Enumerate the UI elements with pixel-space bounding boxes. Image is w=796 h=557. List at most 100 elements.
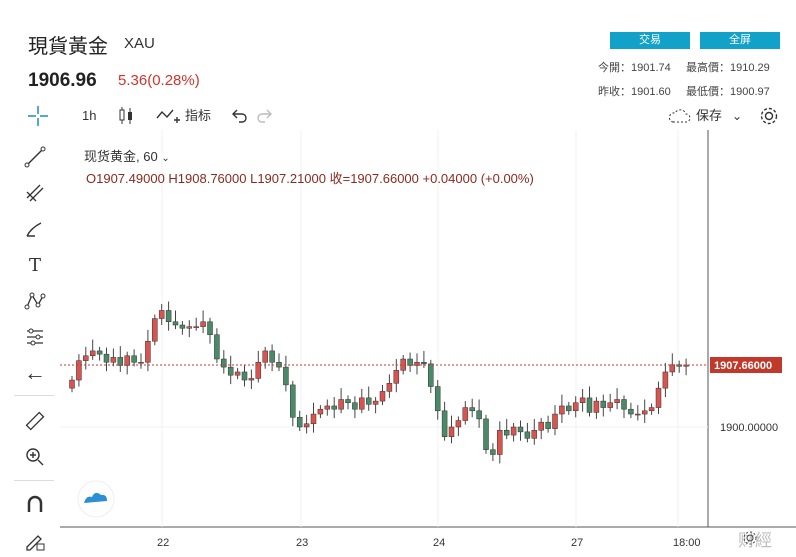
price-change: 5.36(0.28%)	[118, 72, 200, 89]
candle-body	[669, 364, 676, 373]
candle-body	[483, 418, 489, 450]
candle-body	[635, 413, 641, 416]
candle-body	[103, 353, 110, 363]
candle-body	[186, 326, 193, 329]
candle-body	[200, 321, 206, 327]
candle-body	[503, 429, 510, 436]
candle-body	[69, 379, 75, 389]
watermark: 财經	[738, 531, 772, 550]
x-tick-label: 18:00	[673, 537, 701, 549]
candle-body	[365, 397, 372, 405]
price-chart[interactable]: 1907.66000 1900.00000 22 23 24 27 18:00	[60, 130, 796, 557]
interval-selector[interactable]: 1h	[82, 108, 97, 123]
candle-body	[145, 340, 151, 363]
candle-body	[152, 318, 158, 342]
candle-body	[559, 405, 565, 415]
indicators-button[interactable]: 指标	[185, 108, 212, 123]
text-tool-icon[interactable]: T	[28, 254, 41, 276]
candle-body	[359, 397, 365, 410]
candle-body	[441, 410, 448, 437]
settings-icon[interactable]	[742, 530, 758, 551]
pattern-icon[interactable]	[22, 288, 48, 314]
save-button[interactable]: 保存	[696, 108, 723, 123]
candle-body	[386, 383, 393, 392]
candle-body	[607, 402, 613, 408]
candle-body	[538, 421, 544, 431]
candle-body	[393, 370, 400, 384]
candle-body	[497, 429, 503, 455]
fullscreen-button[interactable]: 全屏	[700, 32, 780, 49]
candle-body	[510, 426, 517, 436]
x-tick-label: 27	[571, 537, 583, 549]
ohlc-readout: O1907.49000 H1908.76000 L1907.21000 收=19…	[86, 171, 534, 186]
instrument-title: 現貨黃金	[28, 36, 108, 58]
candle-body	[641, 410, 648, 415]
candle-body	[117, 357, 124, 366]
candle-body	[110, 357, 117, 363]
series-name[interactable]: 现货黄金, 60 ⌄	[84, 149, 170, 164]
candle-body	[448, 426, 455, 437]
crosshair-icon[interactable]	[24, 102, 52, 126]
divider	[14, 480, 54, 481]
fibonacci-icon[interactable]	[22, 180, 48, 206]
candle-body	[586, 397, 593, 413]
candle-body	[234, 371, 241, 376]
candle-body	[566, 405, 572, 412]
magnet-icon[interactable]	[22, 492, 48, 518]
candle-body	[76, 360, 82, 381]
lock-pencil-icon[interactable]	[22, 528, 48, 554]
back-arrow-icon[interactable]: ←	[24, 360, 46, 385]
zoom-in-icon[interactable]	[22, 444, 48, 470]
prediction-icon[interactable]	[22, 324, 48, 350]
gear-icon[interactable]	[758, 104, 780, 128]
stat-prev-close: 昨收：1901.60	[598, 86, 671, 98]
candle-body	[600, 400, 607, 408]
candle-body	[614, 399, 620, 403]
candle-body	[572, 402, 579, 412]
undo-icon[interactable]	[230, 104, 248, 128]
candle-body	[531, 429, 538, 439]
candle-body	[165, 310, 172, 323]
stat-high: 最高價：1910.29	[686, 62, 770, 74]
candle-body	[248, 378, 255, 381]
candle-body	[89, 350, 96, 357]
candle-body	[283, 366, 289, 386]
stat-low: 最低價：1900.97	[686, 86, 770, 98]
instrument-symbol: XAU	[124, 35, 155, 52]
candle-body	[421, 361, 427, 365]
candle-body	[255, 361, 262, 379]
candle-body	[221, 358, 227, 368]
candle-body	[517, 426, 524, 433]
cloud-icon[interactable]	[666, 104, 692, 128]
candle-body	[303, 423, 310, 428]
candle-body	[372, 400, 379, 405]
last-price: 1906.96	[28, 70, 97, 91]
candle-body	[379, 391, 386, 402]
candle-body	[262, 350, 268, 363]
x-tick-label: 23	[296, 537, 308, 549]
x-tick-label: 24	[433, 537, 445, 549]
indicators-icon[interactable]	[154, 104, 182, 128]
candle-body	[269, 350, 275, 363]
chevron-down-icon[interactable]: ⌄	[732, 109, 743, 123]
logo-icon[interactable]	[77, 480, 115, 518]
candle-body	[352, 402, 358, 410]
candle-body	[172, 321, 179, 326]
candle-body	[428, 363, 434, 387]
candle-body	[683, 364, 689, 367]
candle-body	[407, 358, 413, 366]
redo-icon[interactable]	[256, 104, 274, 128]
current-price-tag	[710, 357, 782, 373]
candle-body	[469, 407, 475, 412]
y-tick-label: 1900.00000	[720, 422, 778, 434]
candle-body	[462, 407, 469, 421]
candle-body	[227, 366, 234, 376]
brush-icon[interactable]	[22, 216, 48, 242]
trade-button[interactable]: 交易	[610, 32, 690, 49]
candle-type-icon[interactable]	[116, 104, 136, 128]
candle-body	[476, 410, 482, 420]
candle-body	[662, 371, 669, 389]
trend-line-icon[interactable]	[22, 144, 48, 170]
chevron-down-icon[interactable]: ⌄	[161, 153, 170, 164]
ruler-icon[interactable]	[22, 408, 48, 434]
